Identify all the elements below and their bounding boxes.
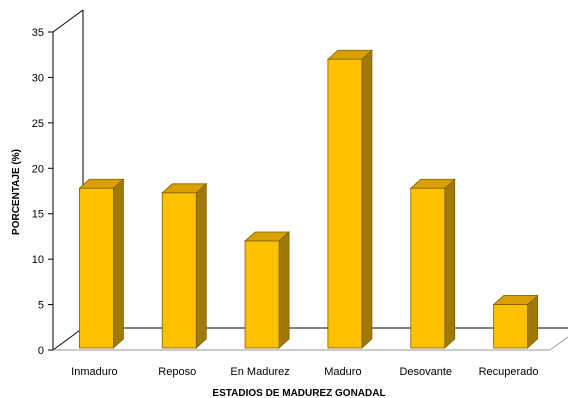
y-tick-label: 5: [38, 300, 44, 312]
left-wall-bottom-edge: [52, 327, 84, 351]
y-tick-label: 0: [38, 345, 44, 357]
y-tick-label: 15: [32, 209, 44, 221]
bar-reposo: [161, 182, 208, 349]
x-category-label: Desovante: [399, 366, 452, 378]
x-axis-labels: Inmaduro Reposo En Madurez Maduro Desovante R…: [71, 366, 538, 378]
bar-maduro: [326, 49, 373, 349]
bar-front: [161, 192, 197, 349]
y-axis-title: PORCENTAJE (%): [11, 149, 22, 235]
x-category-label: Maduro: [324, 366, 361, 378]
y-tick-label: 35: [32, 27, 44, 39]
chart-frame: [52, 9, 568, 351]
y-axis-ticks: 0 5 10 15 20 25 30 35: [32, 27, 53, 357]
bar-front: [410, 187, 446, 349]
bar-side: [113, 178, 124, 349]
y-tick-label: 20: [32, 163, 44, 175]
bar-side: [361, 49, 373, 349]
x-category-label: Reposo: [158, 366, 196, 378]
x-category-label: En Madurez: [230, 366, 289, 378]
y-tick-label: 10: [32, 254, 44, 266]
bar-side: [278, 231, 290, 349]
bar-en-madurez: [244, 231, 291, 349]
y-tick-label: 30: [32, 72, 44, 84]
x-axis-title: ESTADIOS DE MADUREZ GONADAL: [212, 388, 385, 398]
bar-front: [493, 304, 528, 349]
bar-front: [327, 58, 363, 349]
bar-front: [79, 187, 114, 349]
floor-right-edge: [549, 336, 568, 351]
bar-side: [444, 178, 456, 349]
bar-front: [244, 240, 280, 349]
y-tick-label: 25: [32, 118, 44, 130]
bar-recuperado: [492, 294, 539, 349]
x-category-label: Recuperado: [479, 366, 539, 378]
bar-desovante: [409, 178, 456, 349]
bars: [78, 49, 539, 349]
x-category-label: Inmaduro: [71, 366, 117, 378]
left-wall-top-edge: [52, 9, 84, 33]
bar-inmaduro: [78, 178, 125, 349]
bar-side: [195, 182, 207, 349]
